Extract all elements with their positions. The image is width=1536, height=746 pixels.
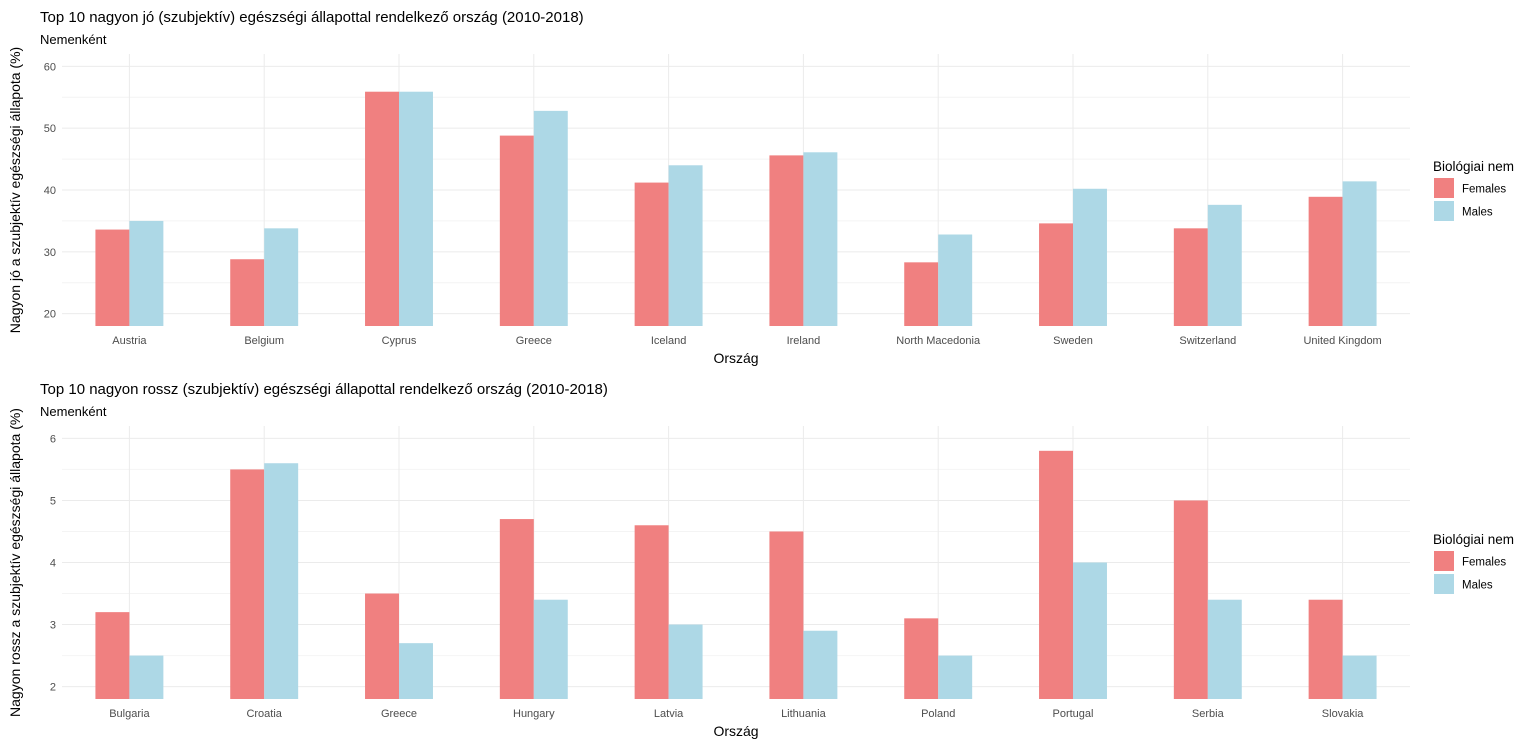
bar-females-greece [365,593,399,699]
x-tick-label: Croatia [246,708,282,720]
y-tick-label: 4 [50,558,56,570]
x-tick-label: Austria [112,335,147,347]
x-tick-label: Iceland [651,335,686,347]
bar-males-north-macedonia [938,234,973,326]
x-axis-title: Ország [713,350,758,366]
legend-swatch-females [1434,178,1454,198]
x-tick-label: United Kingdom [1303,335,1381,347]
y-tick-label: 3 [50,620,56,632]
legend-swatch-males [1434,574,1454,594]
bar-males-slovakia [1342,655,1377,699]
x-tick-label: Ireland [787,335,821,347]
x-tick-label: Greece [516,335,552,347]
y-tick-label: 5 [50,495,56,507]
x-tick-label: Cyprus [382,335,417,347]
bar-males-serbia [1207,599,1242,699]
x-tick-label: Sweden [1053,335,1093,347]
x-tick-label: Slovakia [1322,708,1364,720]
legend-swatch-males [1434,201,1454,221]
chart-subtitle: Nemenként [40,404,107,419]
legend-title: Biológiai nem [1433,532,1514,547]
x-tick-label: North Macedonia [896,335,981,347]
x-tick-label: Latvia [654,708,684,720]
bar-females-lithuania [769,531,804,699]
x-tick-label: Serbia [1192,708,1225,720]
series-males [129,91,1377,326]
bar-females-switzerland [1173,228,1208,326]
y-tick-label: 50 [44,123,56,135]
x-tick-label: Portugal [1053,708,1094,720]
bar-males-united-kingdom [1342,181,1377,326]
legend-label-males: Males [1462,207,1493,219]
bar-males-latvia [668,624,703,699]
legend-label-females: Females [1462,557,1506,569]
x-axis-title: Ország [713,723,758,739]
bar-females-portugal [1039,450,1073,699]
y-tick-label: 30 [44,247,56,259]
bar-males-switzerland [1207,204,1242,326]
bar-males-austria [129,220,164,326]
bar-females-greece [499,135,534,326]
bar-males-belgium [264,228,299,326]
bar-males-sweden [1073,188,1107,326]
y-tick-label: 40 [44,185,56,197]
bar-females-united-kingdom [1308,196,1343,326]
bar-females-slovakia [1308,599,1343,699]
x-tick-label: Greece [381,708,417,720]
x-tick-label: Hungary [513,708,555,720]
legend-swatch-females [1434,551,1454,571]
bar-females-hungary [499,519,534,699]
legend: Biológiai nem Females Males [1433,532,1514,594]
bar-females-austria [95,229,130,326]
chart-subtitle: Nemenként [40,32,107,47]
bar-males-poland [938,655,973,699]
bar-females-sweden [1039,223,1073,326]
chart-1: 20 30 40 50 60 Austria Belgium Cyprus Greece Icel… [7,9,1514,366]
chart-title: Top 10 nagyon jó (szubjektív) egészségi … [40,9,584,26]
y-tick-label: 20 [44,309,56,321]
y-tick-label: 6 [50,433,56,445]
bar-females-poland [904,618,939,699]
legend-label-females: Females [1462,184,1506,196]
y-tick-label: 60 [44,61,56,73]
y-axis-title: Nagyon jó a szubjektív egészségi állapot… [7,47,23,333]
y-tick-label: 2 [50,682,56,694]
bar-females-croatia [230,469,265,699]
bar-females-latvia [634,525,669,699]
bar-males-ireland [803,152,838,326]
x-tick-label: Switzerland [1179,335,1236,347]
chart-title: Top 10 nagyon rossz (szubjektív) egészsé… [40,381,608,398]
x-tick-label: Belgium [244,335,284,347]
series-females [95,91,1343,326]
series-females [95,450,1343,699]
bar-males-hungary [533,599,568,699]
bar-females-ireland [769,155,804,326]
y-axis-title: Nagyon rossz a szubjektív egészségi álla… [7,408,23,717]
x-tick-label: Bulgaria [109,708,150,720]
x-tick-label: Poland [921,708,955,720]
legend: Biológiai nem Females Males [1433,159,1514,221]
bar-females-bulgaria [95,612,130,699]
bar-females-iceland [634,182,669,326]
bar-females-north-macedonia [904,262,939,326]
bar-females-serbia [1173,500,1208,699]
bar-males-cyprus [399,91,433,326]
bar-females-belgium [230,259,265,326]
x-tick-label: Lithuania [781,708,827,720]
bar-males-bulgaria [129,655,164,699]
bar-males-lithuania [803,630,838,699]
bar-males-iceland [668,165,703,326]
chart-2: 2 3 4 5 6 Bulgaria Croatia Greece Hungary Latvia L… [7,381,1514,739]
bar-males-croatia [264,463,299,699]
bar-males-greece [533,110,568,326]
bar-males-greece [399,643,433,699]
series-males [129,463,1377,699]
legend-label-males: Males [1462,580,1493,592]
bar-females-cyprus [365,91,399,326]
bar-males-portugal [1073,562,1107,699]
legend-title: Biológiai nem [1433,159,1514,174]
